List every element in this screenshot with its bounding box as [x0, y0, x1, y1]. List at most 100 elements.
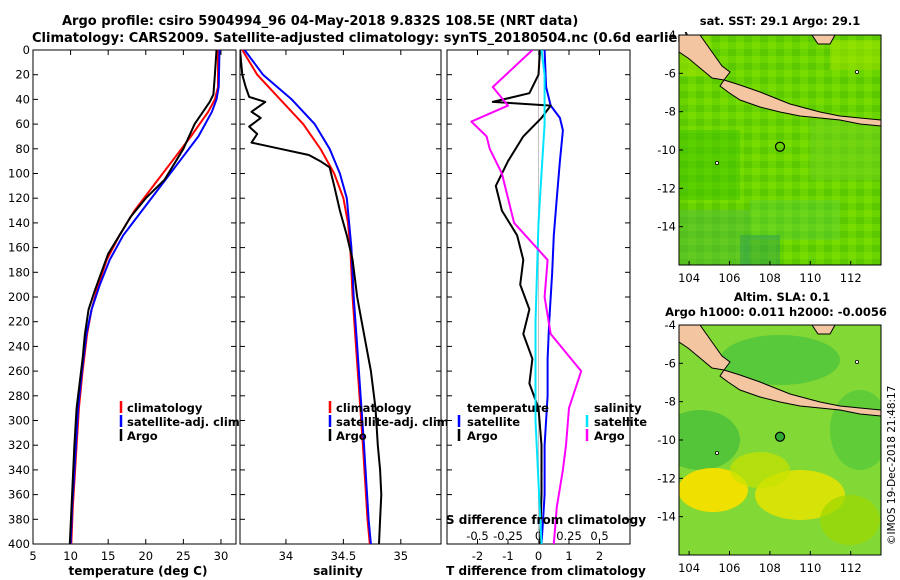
- title-line2: Climatology: CARS2009. Satellite-adjuste…: [32, 31, 690, 46]
- xtick-label: 20: [138, 549, 153, 563]
- legend-label-argo: Argo: [336, 429, 367, 443]
- difference-series: [470, 50, 583, 544]
- sla-blob: [679, 410, 740, 470]
- sla-map-subtitle: Argo h1000: 0.011 h2000: -0.0056: [665, 305, 887, 319]
- ytick-label: 260: [8, 364, 30, 378]
- legend-label-t-satellite: satellite: [467, 415, 520, 429]
- sla-blob: [679, 468, 748, 512]
- series-s-argo: [470, 50, 583, 544]
- ytick-label: 380: [8, 512, 30, 526]
- map-xtick-label: 106: [719, 271, 741, 285]
- legend-label-satellite: satellite-adj. clim.: [127, 415, 244, 429]
- ytick-label: 400: [8, 537, 30, 551]
- difference-xlabel: T difference from climatology: [446, 564, 646, 578]
- ytick-label: 280: [8, 389, 30, 403]
- map-ytick-label: -14: [657, 510, 676, 524]
- xtick-label: 10: [63, 549, 78, 563]
- argo-position-marker: [774, 141, 786, 152]
- xtick-label: 30: [214, 549, 229, 563]
- series-satellite-adj-clim-: [69, 50, 221, 544]
- x2tick-label: 0.25: [556, 529, 582, 543]
- xtick-label: 34: [279, 549, 294, 563]
- ytick-label: 20: [15, 68, 30, 82]
- map-xtick-label: 108: [759, 271, 781, 285]
- xtick-label: 34.5: [331, 549, 357, 563]
- xtick-label: 1: [565, 549, 572, 563]
- xtick-label: 5: [29, 549, 36, 563]
- ytick-label: 180: [8, 265, 30, 279]
- salinity-panel: 34 34.5 35 salinity climatology satellite-…: [239, 49, 453, 578]
- legend-label-climatology: climatology: [127, 401, 203, 415]
- ytick-label: 340: [8, 463, 30, 477]
- legend-label-climatology: climatology: [336, 401, 412, 415]
- legend-label-argo: Argo: [127, 429, 158, 443]
- series-climatology: [241, 50, 371, 544]
- map-xtick-label: 110: [799, 271, 821, 285]
- sla-map-panel: Altim. SLA: 0.1 Argo h1000: 0.011 h2000:…: [657, 290, 887, 575]
- ytick-label: 40: [15, 92, 30, 106]
- legend-label-t-argo: Argo: [467, 429, 498, 443]
- land-borneo: [811, 325, 836, 335]
- difference-legend-temperature: temperature satellite Argo: [457, 401, 549, 443]
- difference-x2label: S difference from climatology: [446, 513, 646, 527]
- x2tick-label: -0.25: [493, 529, 523, 543]
- series-t-argo: [491, 50, 552, 544]
- xtick-label: 35: [393, 549, 408, 563]
- sst-map-ticks: 104 106 108 110 112 -4 -6 -8 -10 -12 -14: [657, 28, 861, 285]
- xtick-label: -2: [472, 549, 483, 563]
- difference-legend-salinity: salinity satellite Argo: [585, 401, 647, 443]
- map-ytick-label: -4: [665, 28, 676, 42]
- salinity-legend: climatology satellite-adj. clim. Argo: [328, 401, 453, 443]
- legend-title-temperature: temperature: [467, 401, 549, 415]
- argo-position-marker: [774, 431, 786, 442]
- ytick-label: 240: [8, 339, 30, 353]
- land-java: [719, 369, 881, 417]
- map-xtick-label: 112: [840, 561, 862, 575]
- map-ytick-label: -8: [665, 395, 676, 409]
- ytick-label: 320: [8, 438, 30, 452]
- legend-label-satellite: satellite-adj. clim.: [336, 415, 453, 429]
- sst-patch: [750, 200, 840, 240]
- land-java: [719, 79, 881, 127]
- xtick-label: 2: [596, 549, 603, 563]
- temperature-panel: 0 20 40 60 80 100 120 140 160 180 200 220 240 260 280 3…: [8, 43, 244, 578]
- salinity-ticks: 34 34.5 35: [240, 49, 441, 563]
- map-xtick-label: 110: [799, 561, 821, 575]
- sst-map-panel: sat. SST: 29.1 Argo: 29.1 104 106 108 110 11…: [657, 14, 882, 285]
- map-xtick-label: 108: [759, 561, 781, 575]
- series-satellite-adj-clim-: [243, 50, 372, 544]
- sst-map-title: sat. SST: 29.1 Argo: 29.1: [700, 14, 860, 28]
- xtick-label: -1: [502, 549, 513, 563]
- legend-label-s-satellite: satellite: [594, 415, 647, 429]
- salinity-axes-frame: [239, 49, 442, 545]
- map-ytick-label: -12: [657, 181, 676, 195]
- difference-ticks: -2 -1 0 1 2-0.5 -0.25 0 0.25 0.5: [447, 49, 630, 563]
- ytick-label: 0: [23, 43, 30, 57]
- sst-patch: [740, 235, 780, 265]
- sst-patch: [830, 40, 880, 70]
- sst-patch: [810, 120, 880, 180]
- salinity-xlabel: salinity: [313, 564, 363, 578]
- sla-map-title: Altim. SLA: 0.1: [734, 290, 830, 304]
- temperature-xlabel: temperature (deg C): [69, 564, 208, 578]
- map-ytick-label: -10: [657, 433, 676, 447]
- ytick-label: 300: [8, 414, 30, 428]
- title-line1: Argo profile: csiro 5904994_96 04-May-20…: [62, 14, 578, 29]
- xtick-label: 25: [176, 549, 191, 563]
- ytick-label: 220: [8, 315, 30, 329]
- sst-patch: [680, 210, 750, 265]
- island-dot: [855, 70, 860, 75]
- sla-map-ticks: 104 106 108 110 112 -4 -6 -8 -10 -12 -14: [657, 318, 861, 575]
- ytick-label: 100: [8, 167, 30, 181]
- map-ytick-label: -4: [665, 318, 676, 332]
- series-argo: [240, 50, 383, 544]
- ytick-label: 80: [15, 142, 30, 156]
- map-xtick-label: 112: [840, 271, 862, 285]
- xtick-label: 15: [101, 549, 116, 563]
- map-ytick-label: -6: [665, 66, 676, 80]
- temperature-ticks: 0 20 40 60 80 100 120 140 160 180 200 220 240 260 280 3…: [8, 43, 236, 563]
- ytick-label: 140: [8, 216, 30, 230]
- ytick-label: 200: [8, 290, 30, 304]
- island-dot: [715, 450, 720, 455]
- map-xtick-label: 104: [678, 271, 700, 285]
